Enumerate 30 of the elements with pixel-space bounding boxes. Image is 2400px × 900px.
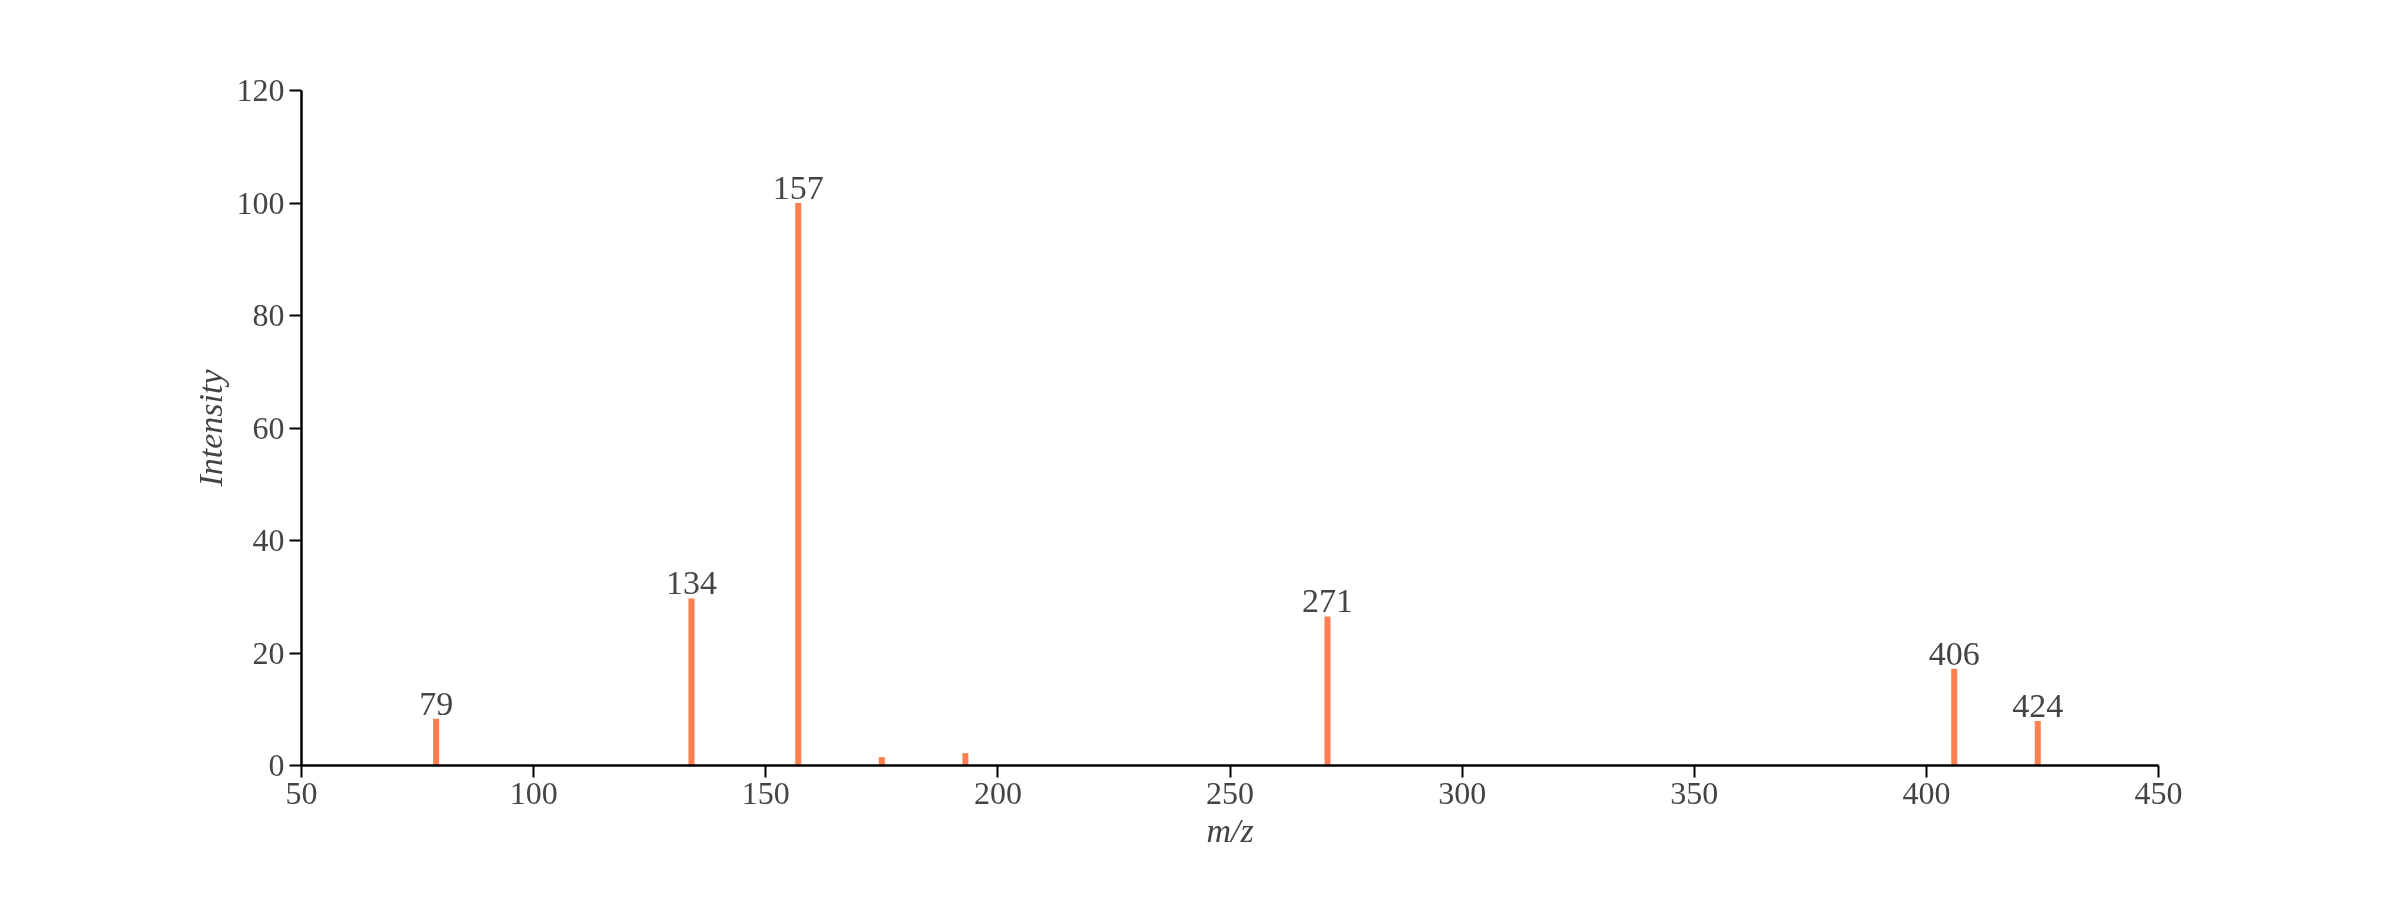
y-tick-label: 0 (268, 747, 285, 783)
x-tick-label: 250 (1206, 774, 1254, 811)
annotation: 134 (665, 564, 717, 602)
y-tick-label: 100 (236, 184, 285, 221)
x-tick-label: 450 (2134, 774, 2183, 811)
bar (433, 718, 440, 766)
bar (688, 598, 695, 766)
annotation: 271 (1301, 582, 1353, 620)
x-tick-label: 200 (973, 774, 1022, 811)
x-tick-label: 350 (1670, 774, 1719, 811)
bar (1951, 668, 1958, 766)
annotation: 157 (772, 169, 824, 206)
y-tick-label: 40 (252, 522, 285, 558)
bar (2034, 721, 2041, 766)
y-axis-title: Intensity (191, 368, 229, 488)
x-tick-label: 300 (1438, 774, 1487, 811)
y-tick-label: 80 (252, 297, 285, 333)
bar (795, 203, 802, 766)
annotation: 406 (1928, 634, 1980, 672)
annotation: 79 (419, 684, 454, 722)
y-tick-label: 20 (252, 634, 285, 671)
x-tick-label: 50 (285, 774, 318, 811)
y-tick-label: 120 (236, 72, 285, 108)
bar (1324, 616, 1331, 766)
x-axis-title: m/z (1206, 811, 1254, 849)
x-tick-label: 150 (741, 774, 790, 811)
x-tick-label: 400 (1902, 774, 1951, 811)
y-tick-label: 60 (252, 409, 285, 446)
annotation: 424 (2012, 687, 2064, 725)
x-tick-label: 100 (509, 774, 558, 811)
